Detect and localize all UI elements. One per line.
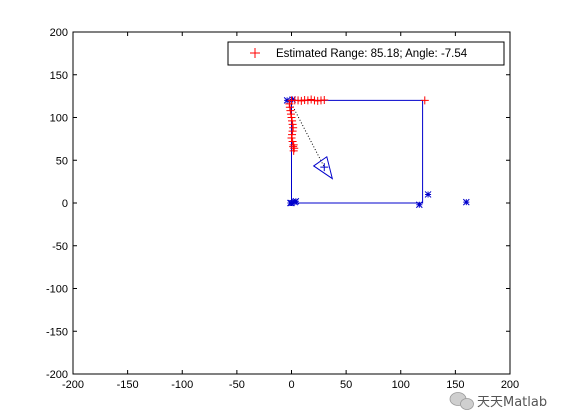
x-tick-label: 150 [446, 379, 464, 391]
y-tick-label: 200 [50, 27, 68, 39]
robot-triangle [312, 155, 334, 180]
estimated-points [285, 95, 429, 155]
y-tick-label: 150 [50, 70, 68, 82]
y-tick-label: -150 [46, 326, 68, 338]
estimated-point [288, 120, 297, 129]
estimated-point [288, 127, 297, 136]
estimated-point [289, 142, 298, 151]
estimated-point [287, 113, 296, 122]
x-tick-label: 0 [288, 379, 294, 391]
robot-center [320, 163, 329, 172]
estimated-point [320, 95, 329, 104]
estimated-point [287, 134, 296, 143]
estimated-point [286, 106, 295, 115]
watermark: 天天Matlab [449, 392, 547, 410]
legend: Estimated Range: 85.18; Angle: -7.54 [227, 41, 505, 66]
landmark-point [283, 97, 291, 104]
x-tick-label: -50 [229, 379, 245, 391]
x-tick-label: -200 [62, 379, 84, 391]
landmark-point [287, 199, 294, 207]
estimated-point [286, 110, 295, 119]
estimated-point [288, 137, 297, 146]
wechat-icon [449, 392, 474, 410]
robot-marker [312, 155, 334, 180]
estimated-point [289, 123, 298, 132]
y-tick-label: -200 [46, 369, 68, 381]
y-tick-label: 0 [62, 198, 68, 210]
estimated-point [307, 95, 316, 104]
legend-label: Estimated Range: 85.18; Angle: -7.54 [276, 48, 468, 60]
landmark-point [289, 96, 296, 103]
x-tick-label: 50 [340, 379, 352, 391]
y-tick-label: 50 [56, 155, 68, 167]
y-tick-label: 100 [50, 113, 68, 125]
estimated-point [285, 103, 294, 112]
x-tick-label: -100 [171, 379, 193, 391]
y-tick-label: -50 [52, 241, 68, 253]
y-tick-label: -100 [46, 284, 68, 296]
estimated-point [288, 116, 297, 125]
estimated-point [288, 130, 297, 139]
legend-box [227, 41, 505, 66]
estimated-point [285, 99, 294, 108]
watermark-text: 天天Matlab [477, 395, 547, 410]
landmark-point [462, 198, 470, 206]
landmark-point [415, 201, 423, 209]
landmark-point [292, 197, 300, 205]
estimated-point [420, 96, 429, 105]
landmark-point [424, 191, 432, 198]
x-tick-label: 100 [392, 379, 410, 391]
estimated-point [289, 146, 298, 155]
x-tick-label: 200 [501, 379, 519, 391]
landmark-points [283, 96, 470, 209]
x-tick-label: -150 [117, 379, 139, 391]
axis-ticks: -200 -150 -100 -50 0 50 100 150 200 -200 -150 -100 -… [46, 27, 519, 391]
legend-marker [250, 48, 260, 58]
